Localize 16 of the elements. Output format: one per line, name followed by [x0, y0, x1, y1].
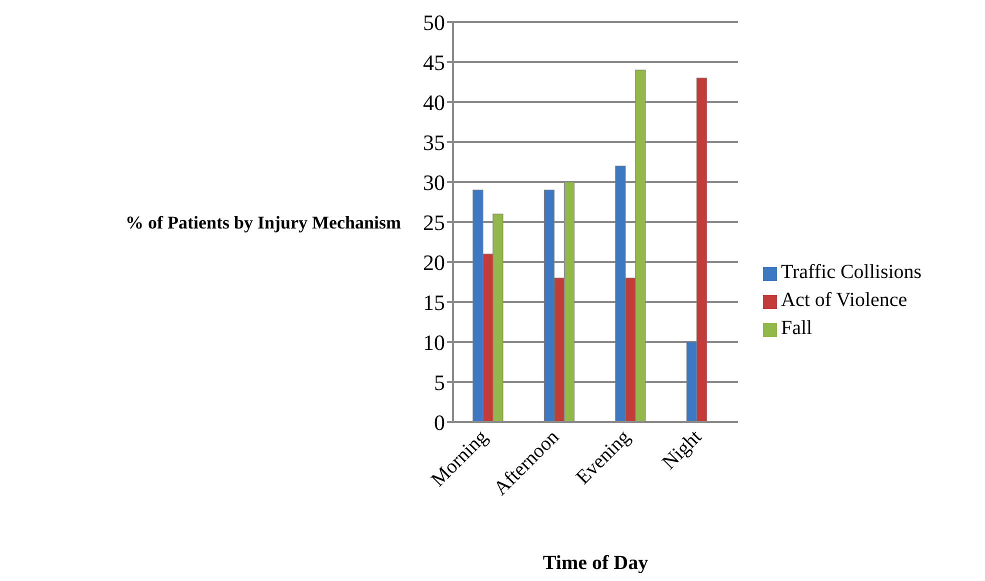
legend-label: Act of Violence — [781, 289, 908, 311]
y-tick-label: 35 — [423, 130, 445, 155]
y-tick-label: 20 — [423, 250, 445, 275]
y-tick-label: 15 — [423, 290, 445, 315]
y-tick-label: 10 — [423, 330, 445, 355]
y-tick-label: 45 — [423, 50, 445, 75]
x-axis-title: Time of Day — [542, 552, 648, 574]
y-tick-label: 25 — [423, 210, 445, 235]
y-tick-label: 5 — [434, 370, 445, 395]
y-tick-label: 40 — [423, 90, 445, 115]
legend-label: Fall — [781, 317, 812, 339]
y-axis-title: % of Patients by Injury Mechanism — [126, 212, 401, 232]
y-tick-label: 0 — [434, 410, 445, 435]
legend-label: Traffic Collisions — [781, 261, 922, 283]
y-tick-label: 30 — [423, 170, 445, 195]
y-tick-label: 50 — [423, 10, 445, 35]
